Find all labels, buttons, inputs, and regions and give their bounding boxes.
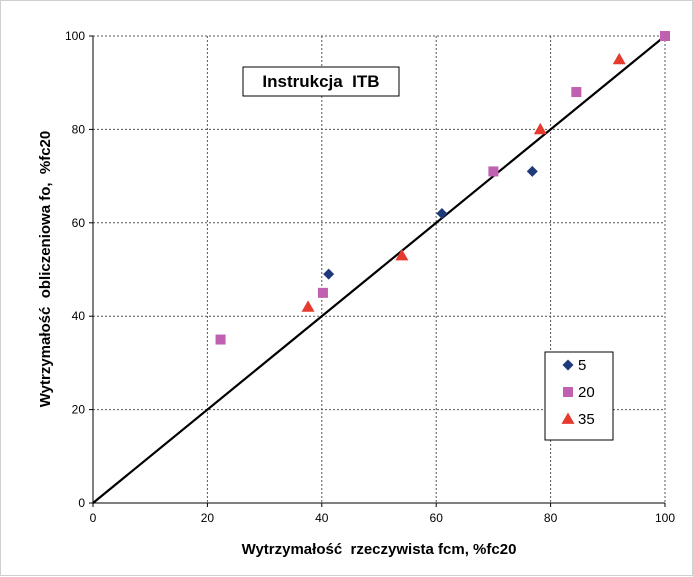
annotation-text: Instrukcja ITB <box>262 72 379 91</box>
point-series-20-4 <box>660 31 670 41</box>
y-tick-label-20: 20 <box>72 403 86 417</box>
annotation-box: Instrukcja ITB <box>242 66 400 97</box>
point-series-35-2 <box>533 122 547 135</box>
point-series-35-3 <box>612 52 626 65</box>
legend-marker-20 <box>563 387 573 397</box>
y-tick-label-0: 0 <box>78 496 85 510</box>
axes <box>89 35 666 507</box>
point-series-35-0 <box>301 300 315 312</box>
point-series-5-2 <box>526 165 538 177</box>
legend-label-20: 20 <box>578 384 595 401</box>
point-series-20-3 <box>571 87 582 98</box>
series-5 <box>323 165 538 280</box>
y-tick-label-40: 40 <box>72 309 86 323</box>
y-tick-label-100: 100 <box>65 29 85 43</box>
point-series-20-2 <box>488 166 499 177</box>
point-series-35-1 <box>395 248 409 261</box>
legend: 5 20 35 <box>544 351 614 441</box>
series-35 <box>301 52 626 312</box>
y-tick-label-80: 80 <box>72 122 86 136</box>
reference-line <box>92 35 666 504</box>
x-axis-title: Wytrzymałość rzeczywista fcm, %fc20 <box>242 541 517 558</box>
point-series-20-1 <box>317 287 328 298</box>
data-points <box>215 31 670 345</box>
point-series-5-0 <box>323 268 335 280</box>
point-series-5-1 <box>436 207 448 219</box>
x-tick-label-0: 0 <box>90 511 97 525</box>
x-tick-label-40: 40 <box>315 511 329 525</box>
legend-label-5: 5 <box>578 357 586 374</box>
x-tick-label-100: 100 <box>655 511 675 525</box>
x-tick-label-80: 80 <box>544 511 558 525</box>
y-axis-title: Wytrzymałość obliczeniowa fo, %fc20 <box>37 131 54 407</box>
grid-lines <box>93 35 666 503</box>
y-tick-label-60: 60 <box>72 216 86 230</box>
series-20 <box>215 31 670 345</box>
legend-marker-5 <box>562 359 574 371</box>
x-tick-label-20: 20 <box>201 511 215 525</box>
tick-labels: 0 20 40 60 80 100 0 20 40 60 80 100 <box>65 29 675 525</box>
point-series-20-0 <box>215 334 226 345</box>
x-tick-label-60: 60 <box>430 511 444 525</box>
legend-box <box>544 351 614 441</box>
legend-marker-35 <box>561 412 575 424</box>
legend-label-35: 35 <box>578 411 595 428</box>
